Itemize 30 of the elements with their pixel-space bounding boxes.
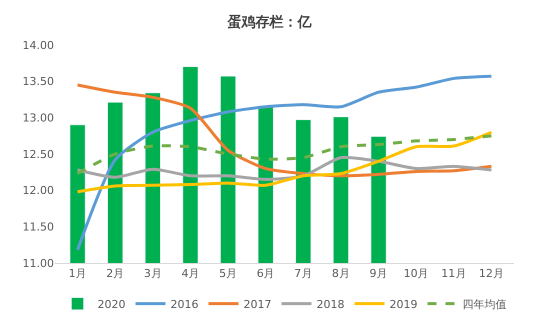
x-tick-label: 4月 — [181, 267, 200, 280]
x-tick-label: 9月 — [370, 267, 388, 280]
line-series — [76, 134, 493, 176]
x-tick-label: 11月 — [441, 267, 466, 280]
x-tick-label: 3月 — [144, 267, 162, 280]
legend-label: 2019 — [390, 298, 418, 311]
y-tick-label: 12.50 — [22, 148, 54, 161]
y-tick-label: 11.50 — [22, 220, 54, 234]
legend-label: 2018 — [316, 298, 344, 311]
x-tick-label: 1月 — [68, 267, 87, 280]
legend-label: 2017 — [244, 298, 272, 311]
x-tick-label: 8月 — [332, 267, 350, 280]
y-tick-label: 14.00 — [22, 38, 54, 52]
legend-label: 四年均值 — [462, 298, 506, 311]
x-tick-label: 12月 — [478, 267, 504, 280]
line-series — [76, 156, 493, 181]
x-tick-label: 5月 — [219, 267, 238, 280]
legend-label: 2016 — [170, 298, 198, 311]
x-tick-label: 6月 — [256, 267, 275, 280]
line-series — [76, 130, 493, 194]
chart-title: 蛋鸡存栏：亿 — [226, 14, 312, 30]
x-tick-label: 10月 — [404, 267, 429, 280]
x-tick-label: 7月 — [294, 267, 312, 280]
legend-label: 2020 — [98, 298, 126, 311]
x-tick-label: 2月 — [106, 267, 124, 280]
line-series — [76, 74, 493, 252]
y-tick-label: 13.50 — [22, 75, 54, 88]
y-tick-label: 12.00 — [22, 184, 54, 198]
y-tick-label: 11.00 — [22, 256, 54, 270]
y-tick-label: 13.00 — [22, 112, 54, 125]
